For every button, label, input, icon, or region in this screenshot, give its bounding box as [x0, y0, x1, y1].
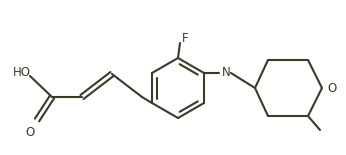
- Text: F: F: [182, 31, 188, 44]
- Text: O: O: [327, 82, 337, 95]
- Text: O: O: [25, 126, 35, 140]
- Text: N: N: [221, 66, 230, 80]
- Text: HO: HO: [13, 66, 31, 78]
